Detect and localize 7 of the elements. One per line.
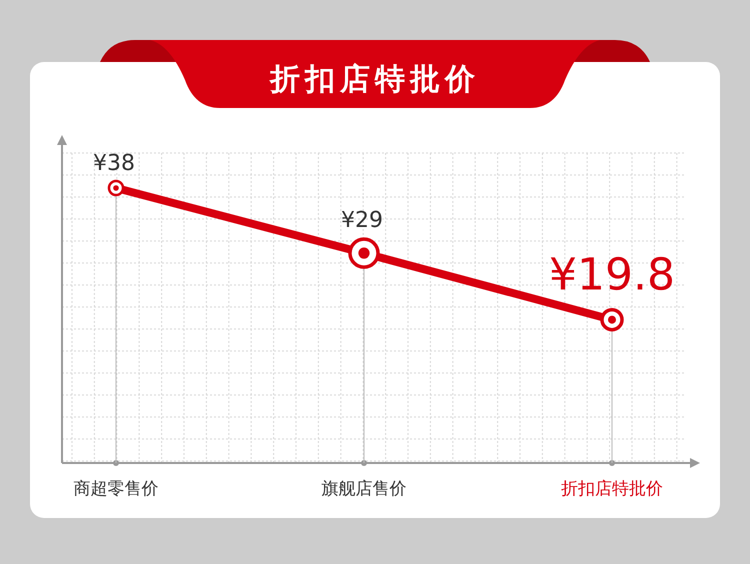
chart-title: 折扣店特批价 (269, 62, 480, 97)
x-tick-label: 商超零售价 (74, 479, 158, 499)
data-label: ¥38 (93, 151, 135, 176)
x-tick-label: 旗舰店售价 (322, 479, 406, 499)
data-label: ¥19.8 (549, 250, 675, 301)
x-tick-label: 折扣店特批价 (561, 479, 663, 499)
data-label: ¥29 (341, 208, 383, 234)
